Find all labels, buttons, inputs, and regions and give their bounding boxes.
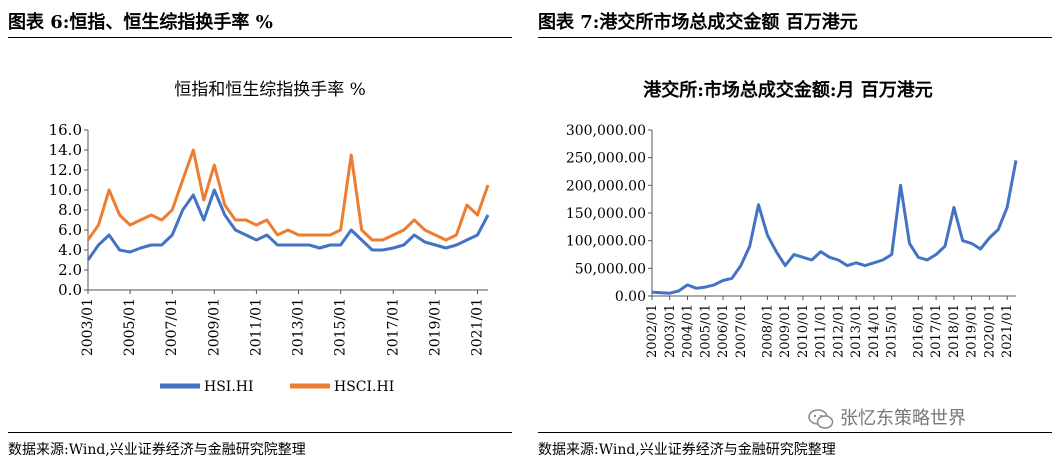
x-tick-label: 2009/01	[778, 304, 793, 358]
watermark: 张忆东策略世界	[808, 404, 966, 430]
left-figure-title: 图表 6:恒指、恒生综指换手率 %	[8, 12, 273, 33]
x-tick-label: 2003/01	[80, 298, 96, 356]
left-figure-panel: 图表 6:恒指、恒生综指换手率 % 恒指和恒生综指换手率 % 0.0 2.0 4.0…	[0, 0, 516, 467]
x-tick-label: 2013/01	[291, 298, 307, 356]
y-tick-label: 12.0	[49, 161, 82, 179]
y-tick-label: 150,000.00	[566, 206, 646, 222]
x-axis: 2003/01 2005/01 2007/01 2009/01 2011/01 2013/…	[80, 290, 485, 356]
y-tick-label: 250,000.00	[566, 151, 646, 167]
x-tick-label: 2010/01	[796, 304, 811, 358]
legend: HSI.HI HSCI.HI	[160, 379, 394, 395]
y-tick-label: 100,000.00	[566, 234, 646, 250]
series-line-0	[651, 160, 1018, 295]
x-tick-label: 2008/01	[760, 304, 775, 358]
plot-area	[86, 148, 490, 261]
y-tick-label: 14.0	[49, 141, 82, 159]
x-tick-label: 2020/01	[982, 304, 997, 358]
x-tick-label: 2021/01	[469, 298, 485, 356]
chart-title: 港交所:市场总成交金额:月 百万港元	[643, 79, 933, 101]
right-figure-panel: 图表 7:港交所市场总成交金额 百万港元 港交所:市场总成交金额:月 百万港元 …	[530, 0, 1056, 467]
watermark-text: 张忆东策略世界	[840, 408, 966, 429]
x-tick-label: 2011/01	[248, 298, 264, 356]
left-bottom-rule	[8, 432, 512, 433]
left-title-rule	[8, 37, 512, 38]
y-tick-label: 2.0	[58, 261, 82, 279]
x-tick-label: 2015/01	[885, 304, 900, 358]
y-tick-label: 0.00	[615, 289, 646, 305]
x-tick-label: 2019/01	[965, 304, 980, 358]
right-bottom-rule	[538, 432, 1052, 433]
x-tick-label: 2011/01	[814, 304, 829, 358]
right-source-note: 数据来源:Wind,兴业证券经济与金融研究院整理	[538, 442, 836, 458]
wechat-icon	[808, 409, 834, 429]
plot-area	[651, 160, 1018, 295]
x-tick-label: 2017/01	[385, 298, 401, 356]
series-line-hsci-hi	[86, 148, 490, 242]
x-tick-label: 2007/01	[164, 298, 180, 356]
y-tick-label: 16.0	[49, 121, 82, 139]
x-tick-label: 2012/01	[831, 304, 846, 358]
legend-label: HSCI.HI	[334, 379, 394, 395]
x-tick-label: 2004/01	[681, 304, 696, 358]
y-axis: 0.0 2.0 4.0 6.0 8.0 10.0 12.0 14.0 16.0	[49, 121, 488, 299]
y-tick-label: 300,000.00	[566, 123, 646, 139]
legend-label: HSI.HI	[204, 379, 254, 395]
left-source-note: 数据来源:Wind,兴业证券经济与金融研究院整理	[8, 442, 306, 458]
y-tick-label: 8.0	[58, 201, 82, 219]
x-tick-label: 2019/01	[427, 298, 443, 356]
y-tick-label: 6.0	[58, 221, 82, 239]
y-tick-label: 4.0	[58, 241, 82, 259]
y-tick-label: 10.0	[49, 181, 82, 199]
y-tick-label: 200,000.00	[566, 178, 646, 194]
right-title-rule	[538, 37, 1052, 38]
x-tick-label: 2005/01	[698, 304, 713, 358]
x-tick-label: 2013/01	[849, 304, 864, 358]
chart-title: 恒指和恒生综指换手率 %	[174, 80, 366, 100]
x-tick-label: 2016/01	[911, 304, 926, 358]
x-tick-label: 2009/01	[206, 298, 222, 356]
turnover-amount-chart: 港交所:市场总成交金额:月 百万港元 0.00 50,000.00 100,000.…	[566, 79, 1018, 358]
x-axis: 2002/01 2003/01 2004/01 2005/01 2006/01 2007/…	[645, 296, 1015, 358]
x-tick-label: 2005/01	[122, 298, 138, 356]
series-line-hsi-hi	[86, 188, 490, 261]
y-tick-label: 50,000.00	[575, 261, 646, 277]
x-tick-label: 2003/01	[663, 304, 678, 358]
x-tick-label: 2007/01	[734, 304, 749, 358]
y-axis: 0.00 50,000.00 100,000.00 150,000.00 200,000…	[566, 123, 1016, 305]
x-tick-label: 2006/01	[716, 304, 731, 358]
x-tick-label: 2018/01	[947, 304, 962, 358]
x-tick-label: 2017/01	[929, 304, 944, 358]
x-tick-label: 2021/01	[1000, 304, 1015, 358]
turnover-chart: 恒指和恒生综指换手率 % 0.0 2.0 4.0 6.0 8.0 10.0 12.0 14.0…	[49, 80, 490, 395]
right-figure-title: 图表 7:港交所市场总成交金额 百万港元	[538, 12, 858, 33]
y-tick-label: 0.0	[58, 281, 82, 299]
x-tick-label: 2002/01	[645, 304, 660, 358]
x-tick-label: 2014/01	[867, 304, 882, 358]
x-tick-label: 2015/01	[333, 298, 349, 356]
